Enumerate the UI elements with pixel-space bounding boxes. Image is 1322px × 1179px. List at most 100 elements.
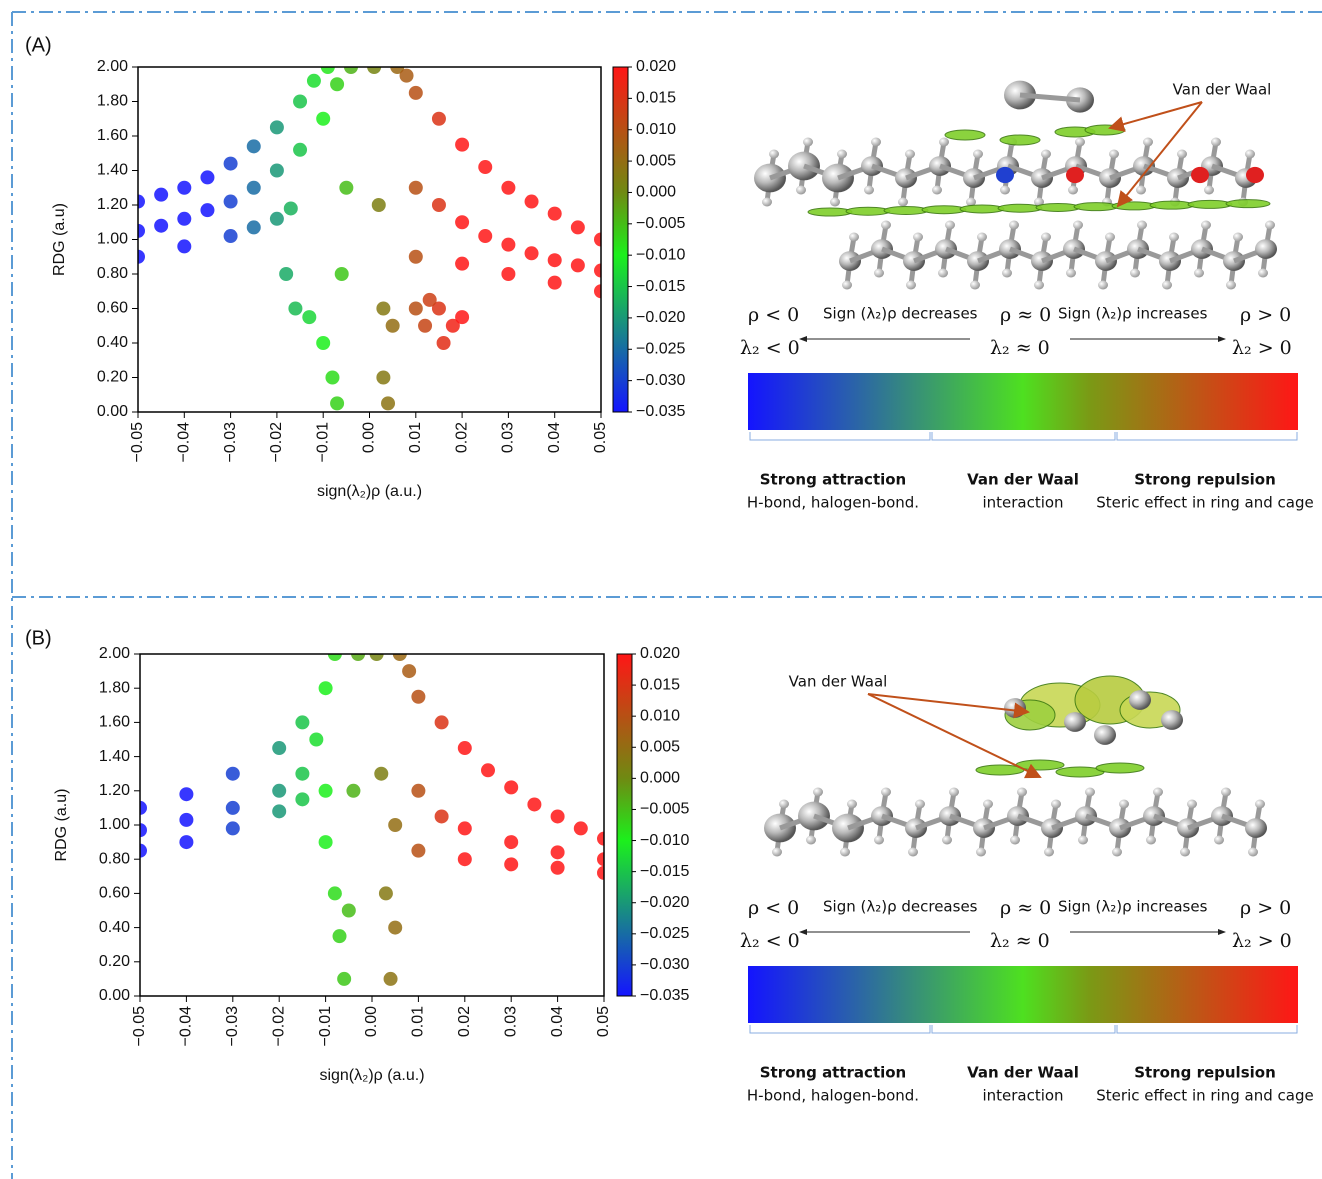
atom — [1004, 698, 1026, 718]
point — [457, 741, 472, 756]
x-tick-label: 0.02 — [453, 422, 470, 453]
isosurface — [1035, 202, 1081, 212]
x-tick-label: 0.01 — [410, 1006, 427, 1037]
category-title: Van der Waal — [967, 1064, 1079, 1082]
y-tick-label: 1.40 — [97, 162, 128, 179]
atom — [1105, 232, 1115, 242]
point — [478, 160, 493, 175]
point — [455, 310, 470, 325]
point — [408, 85, 423, 100]
atom — [1204, 185, 1214, 195]
point — [371, 198, 386, 212]
y-tick-label: 0.40 — [97, 334, 128, 351]
point — [547, 206, 562, 221]
y-tick-label: 1.80 — [99, 679, 130, 696]
atom — [769, 149, 779, 159]
cb-tick-label: −0.025 — [636, 340, 685, 357]
atom — [1130, 268, 1140, 278]
atom — [942, 835, 952, 845]
point — [501, 267, 516, 281]
cb-tick-label: −0.035 — [636, 403, 685, 420]
annotation: Van der Waal — [789, 673, 888, 691]
point — [376, 370, 391, 385]
atom — [1002, 268, 1012, 278]
atom — [881, 220, 891, 230]
rho-right: ρ > 0 — [1240, 304, 1291, 326]
atom — [976, 847, 986, 857]
isosurface — [1149, 200, 1195, 210]
point — [408, 180, 423, 195]
point — [594, 263, 601, 278]
atom — [874, 835, 884, 845]
x-axis-label: sign(λ₂)ρ (a.u.) — [317, 483, 422, 500]
atom — [864, 185, 874, 195]
point — [573, 821, 588, 836]
point — [457, 852, 472, 867]
isosurface — [999, 134, 1041, 146]
atom — [1044, 847, 1054, 857]
y-tick-label: 1.80 — [97, 93, 128, 110]
atom — [1233, 232, 1243, 242]
atom — [1051, 799, 1061, 809]
colorbar — [612, 66, 629, 413]
point — [318, 835, 333, 850]
x-tick-label: 0.03 — [500, 422, 517, 453]
category-text: interaction — [982, 494, 1063, 512]
x-tick-label: −0.01 — [317, 1006, 334, 1047]
x-tick-label: −0.02 — [270, 1006, 287, 1047]
atom — [973, 149, 983, 159]
atom — [871, 137, 881, 147]
point — [154, 218, 169, 233]
point — [316, 111, 331, 126]
point — [385, 318, 400, 333]
y-tick-label: 0.60 — [99, 885, 130, 902]
atom — [1112, 847, 1122, 857]
point — [369, 654, 384, 661]
y-tick-label: 0.80 — [97, 265, 128, 282]
point — [378, 886, 393, 901]
atom — [906, 280, 916, 290]
atom — [932, 185, 942, 195]
atom — [1017, 787, 1027, 797]
point — [337, 971, 352, 986]
point — [225, 800, 240, 815]
point — [411, 843, 426, 858]
cb-tick-label: 0.015 — [636, 90, 676, 107]
atom — [849, 232, 859, 242]
point — [330, 77, 345, 92]
y-tick-label: 1.20 — [97, 196, 128, 213]
annotation-arrow — [1108, 101, 1203, 132]
cb-tick-label: 0.015 — [640, 676, 680, 693]
point — [330, 396, 345, 411]
x-tick-label: 0.03 — [502, 1006, 519, 1037]
x-tick-label: −0.02 — [268, 422, 285, 463]
point — [293, 142, 308, 157]
isosurface — [944, 129, 986, 141]
point — [388, 920, 403, 935]
y-tick-label: 1.00 — [99, 816, 130, 833]
isosurface — [997, 203, 1043, 213]
atom — [1187, 799, 1197, 809]
cb-tick-label: 0.000 — [636, 184, 676, 201]
points — [138, 67, 601, 411]
x-tick-label: −0.03 — [222, 422, 239, 463]
rho-right: ρ > 0 — [1240, 897, 1291, 919]
category-text: H-bond, halogen-bond. — [747, 494, 919, 512]
atom — [1221, 787, 1231, 797]
y-tick-label: 0.00 — [99, 987, 130, 1004]
colorbar — [616, 653, 633, 997]
point — [481, 763, 495, 778]
y-tick-label: 0.80 — [99, 850, 130, 867]
atom — [1265, 220, 1275, 230]
point — [455, 256, 470, 271]
decrease-label: Sign (λ₂)ρ decreases — [823, 898, 978, 916]
atom — [1191, 166, 1209, 184]
atom — [762, 197, 772, 207]
point — [269, 120, 284, 135]
point — [138, 223, 145, 238]
cb-tick-label: −0.030 — [640, 956, 689, 973]
atom — [898, 197, 908, 207]
category-title: Strong attraction — [760, 471, 906, 489]
point — [550, 860, 565, 875]
point — [504, 780, 519, 795]
